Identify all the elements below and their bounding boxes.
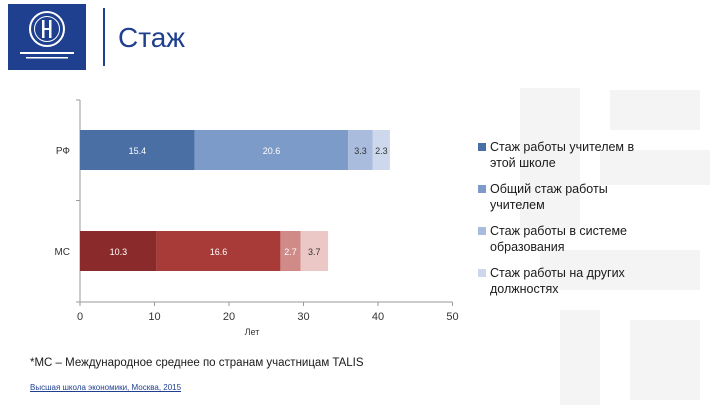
bar-0-3 (372, 130, 390, 170)
legend-label-3: Стаж работы на других должностях (490, 266, 626, 296)
bar-0-1 (194, 130, 349, 170)
x-tick-label-2: 20 (223, 311, 235, 323)
legend-label-line: должностях (490, 282, 559, 296)
legend-swatch-1 (478, 185, 486, 193)
data-label-1-1: 16.6 (210, 247, 228, 257)
slide-header: Стаж (0, 0, 720, 88)
category-label-1: МС (54, 247, 70, 258)
category-label-0: РФ (56, 146, 71, 157)
legend-label-line: Стаж работы на других (490, 266, 626, 280)
legend-swatch-0 (478, 143, 486, 151)
data-label-1-0: 10.3 (110, 247, 128, 257)
bar-1-1 (156, 231, 281, 271)
legend-swatch-2 (478, 227, 486, 235)
stacked-bar-chart: 0 10 20 30 40 50 Лет РФ 15.4 20.6 3.3 2.3 МС 10.3 16.6… (54, 99, 635, 337)
data-label-0-1: 20.6 (263, 146, 281, 156)
bar-1-0 (80, 231, 157, 271)
data-label-0-0: 15.4 (129, 146, 147, 156)
header-divider (103, 8, 105, 66)
x-tick-label-1: 10 (148, 311, 160, 323)
footnote: *МС – Международное среднее по странам у… (30, 357, 364, 369)
footer-text: Высшая школа экономики, Москва, 2015 (30, 383, 182, 392)
legend-label-line: образования (490, 240, 565, 254)
legend-label-line: Стаж работы учителем в (490, 140, 635, 154)
x-tick-label-4: 40 (372, 311, 384, 323)
legend-swatch-3 (478, 269, 486, 277)
page-title: Стаж (118, 22, 186, 53)
data-label-1-2: 2.7 (284, 247, 297, 257)
bar-1-2 (280, 231, 301, 271)
legend-label-line: Общий стаж работы (490, 182, 608, 196)
x-axis-title: Лет (245, 327, 260, 337)
legend-label-2: Стаж работы в системе образования (490, 224, 627, 254)
legend-label-1: Общий стаж работы учителем (490, 182, 608, 212)
bar-0-0 (80, 130, 195, 170)
x-tick-label-3: 30 (297, 311, 309, 323)
hse-logo-icon (8, 4, 86, 70)
legend-label-line: учителем (490, 198, 545, 212)
bar-1-3 (300, 231, 329, 271)
data-label-1-3: 3.7 (308, 247, 321, 257)
legend-label-line: Стаж работы в системе (490, 224, 627, 238)
bar-0-2 (348, 130, 373, 170)
x-tick-label-0: 0 (77, 311, 83, 323)
data-label-0-3: 2.3 (375, 146, 388, 156)
legend-label-line: этой школе (490, 156, 556, 170)
data-label-0-2: 3.3 (354, 146, 367, 156)
legend-label-0: Стаж работы учителем в этой школе (490, 140, 635, 170)
x-tick-label-5: 50 (446, 311, 458, 323)
